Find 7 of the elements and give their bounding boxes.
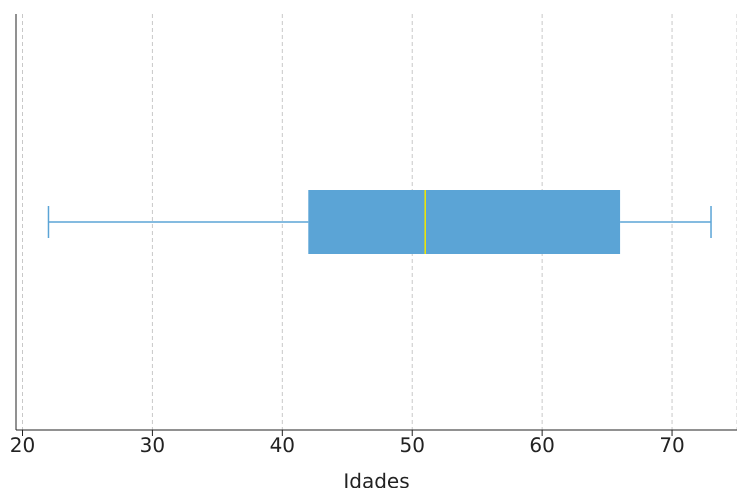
x-tick-label: 20 xyxy=(10,433,36,458)
x-tick-label: 30 xyxy=(140,433,166,458)
x-tick-label: 70 xyxy=(659,433,685,458)
x-tick-label: 60 xyxy=(529,433,555,458)
x-tick-label: 40 xyxy=(270,433,296,458)
x-axis-title: Idades xyxy=(343,469,410,488)
x-tick-label: 50 xyxy=(400,433,425,458)
